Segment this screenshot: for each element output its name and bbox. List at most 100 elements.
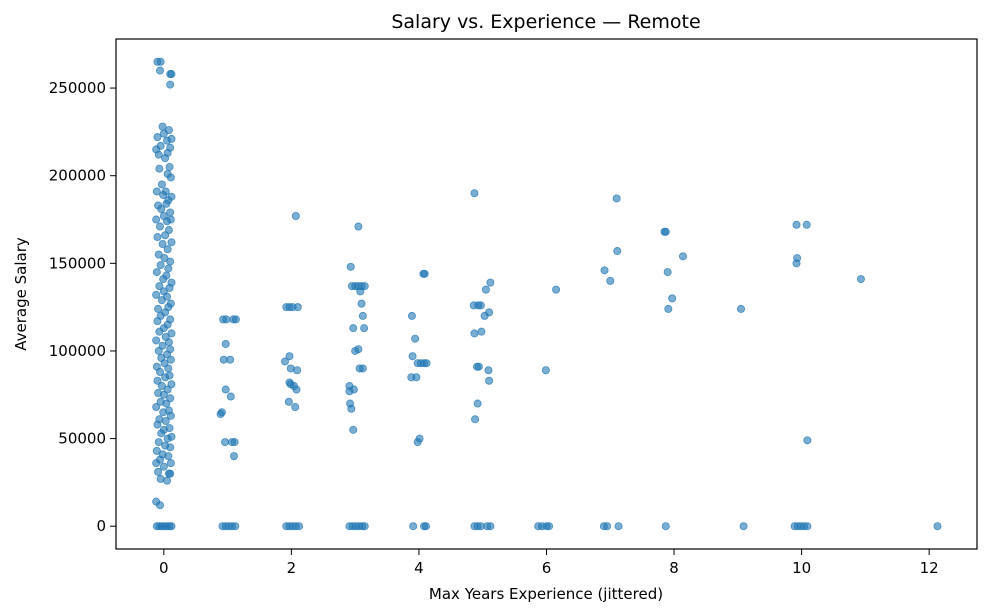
- data-point: [668, 294, 677, 303]
- data-point: [159, 275, 168, 284]
- data-point: [164, 226, 173, 235]
- data-point: [739, 522, 748, 531]
- data-point: [345, 387, 354, 396]
- data-point: [166, 469, 175, 478]
- data-point: [286, 380, 295, 389]
- data-point: [160, 254, 169, 263]
- data-point: [358, 311, 367, 320]
- data-point: [412, 373, 421, 382]
- data-point: [484, 366, 493, 375]
- data-point: [167, 522, 176, 531]
- data-point: [230, 438, 239, 447]
- data-point: [152, 403, 161, 412]
- data-point: [164, 452, 173, 461]
- data-point: [792, 259, 801, 268]
- data-point: [485, 376, 494, 385]
- data-point: [153, 420, 162, 429]
- data-point: [163, 245, 172, 254]
- x-tick-label: 4: [414, 559, 424, 577]
- data-point: [167, 329, 176, 338]
- data-point: [678, 252, 687, 261]
- data-point: [293, 366, 302, 375]
- x-axis: 0 2 4 6 8 10 12: [159, 549, 939, 577]
- data-point: [156, 501, 165, 510]
- data-point: [167, 238, 176, 247]
- y-tick-label: 0: [96, 517, 106, 535]
- data-point: [221, 339, 230, 348]
- data-point: [154, 150, 163, 159]
- data-point: [155, 164, 164, 173]
- data-point: [231, 315, 240, 324]
- data-point: [153, 233, 162, 242]
- x-tick-label: 10: [792, 559, 811, 577]
- data-point: [156, 57, 165, 66]
- data-point: [281, 357, 290, 366]
- data-point: [156, 66, 165, 75]
- data-point: [411, 334, 420, 343]
- y-axis: 0 50000 100000 150000 200000 250000: [49, 79, 116, 535]
- data-point: [166, 355, 175, 364]
- data-point: [351, 346, 360, 355]
- data-point: [421, 522, 430, 531]
- data-point: [856, 275, 865, 284]
- data-point: [470, 329, 479, 338]
- data-point: [163, 217, 172, 226]
- data-point: [357, 299, 366, 308]
- x-tick-label: 2: [287, 559, 297, 577]
- data-point: [409, 522, 418, 531]
- data-point: [167, 380, 176, 389]
- x-tick-label: 12: [920, 559, 939, 577]
- data-point: [166, 443, 175, 452]
- data-point: [154, 467, 163, 476]
- data-point: [486, 278, 495, 287]
- data-point: [162, 399, 171, 408]
- y-tick-label: 200000: [49, 167, 106, 185]
- data-point: [486, 522, 495, 531]
- data-point: [166, 411, 175, 420]
- data-point: [292, 385, 301, 394]
- data-point: [163, 169, 172, 178]
- data-point: [166, 394, 175, 403]
- data-point: [157, 180, 166, 189]
- y-tick-label: 100000: [49, 342, 106, 360]
- data-point: [159, 390, 168, 399]
- data-point: [165, 162, 174, 171]
- x-tick-label: 6: [542, 559, 552, 577]
- data-point: [661, 522, 670, 531]
- x-axis-label: Max Years Experience (jittered): [429, 585, 663, 603]
- data-point: [164, 364, 173, 373]
- data-point: [154, 346, 163, 355]
- data-point: [167, 134, 176, 143]
- data-point: [603, 522, 612, 531]
- data-point: [152, 215, 161, 224]
- data-point: [664, 304, 673, 313]
- data-point: [156, 222, 165, 231]
- data-point: [349, 324, 358, 333]
- data-point: [471, 415, 480, 424]
- data-point: [152, 446, 161, 455]
- data-point: [413, 438, 422, 447]
- data-point: [163, 434, 172, 443]
- data-point: [226, 392, 235, 401]
- data-point: [221, 438, 230, 447]
- data-point: [474, 362, 483, 371]
- y-tick-label: 150000: [49, 254, 106, 272]
- data-point: [541, 366, 550, 375]
- data-point: [802, 220, 811, 229]
- x-tick-label: 0: [159, 559, 169, 577]
- data-point: [803, 522, 812, 531]
- data-point: [552, 285, 561, 294]
- data-point: [167, 70, 176, 79]
- data-point: [347, 404, 356, 413]
- data-point: [153, 317, 162, 326]
- data-point: [161, 373, 170, 382]
- data-point: [219, 315, 228, 324]
- data-point: [291, 403, 300, 412]
- data-point: [476, 301, 485, 310]
- data-point: [792, 220, 801, 229]
- data-point: [158, 341, 167, 350]
- data-point: [661, 227, 670, 236]
- x-tick-label: 8: [669, 559, 679, 577]
